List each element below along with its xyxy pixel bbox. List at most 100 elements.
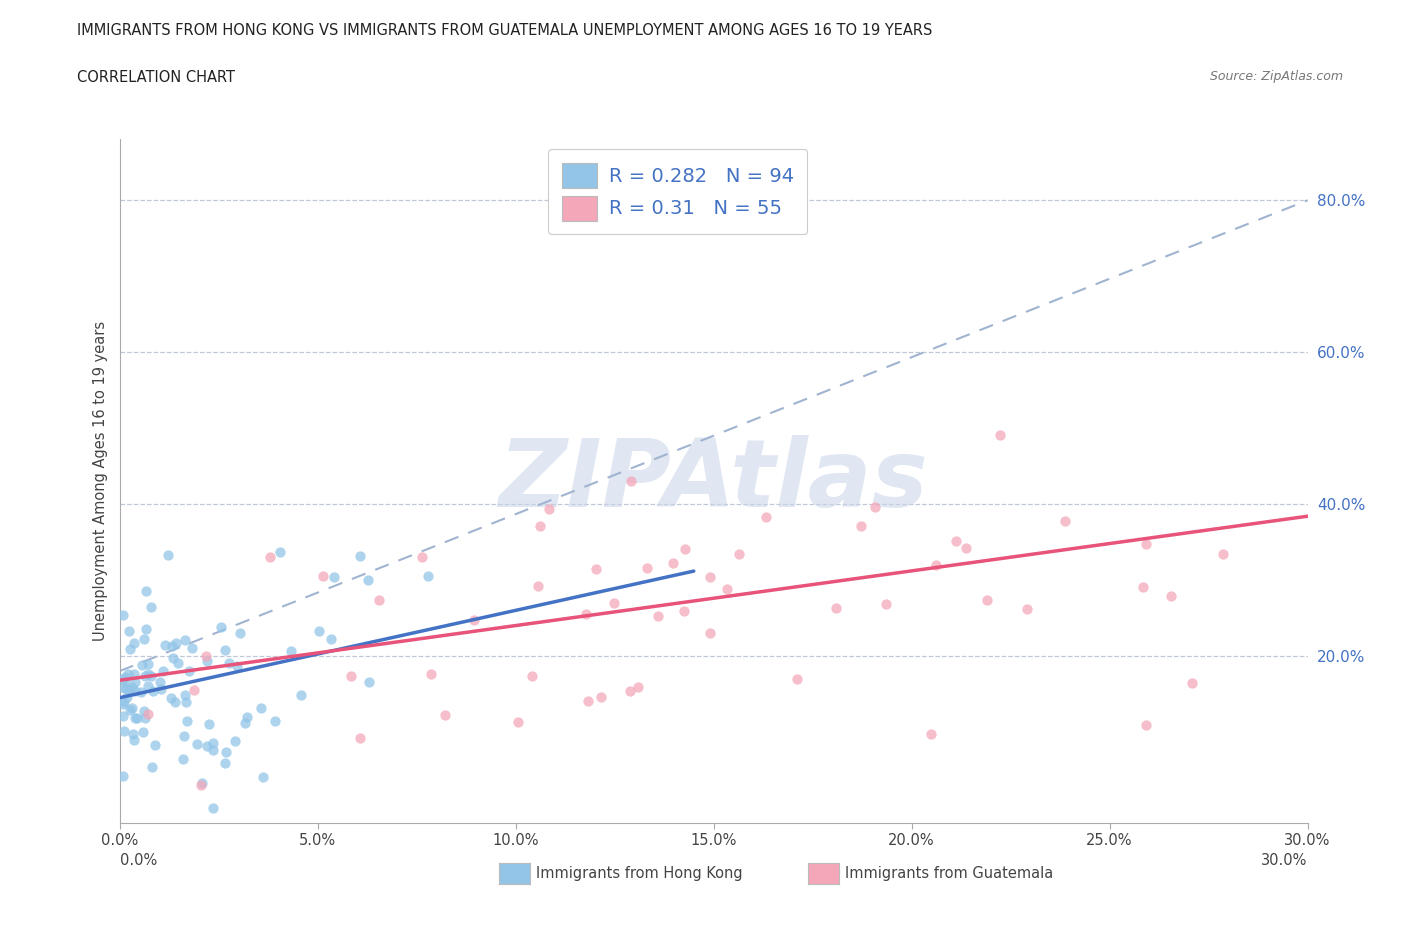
Point <box>420 667 443 682</box>
Point <box>349 549 371 564</box>
Point <box>576 694 599 709</box>
Point <box>195 654 218 669</box>
Point <box>112 768 135 783</box>
Point <box>619 684 641 698</box>
Point <box>120 642 142 657</box>
Point <box>117 667 139 682</box>
Point <box>136 657 159 671</box>
Point <box>945 534 967 549</box>
Point <box>603 595 626 610</box>
Point <box>190 777 212 792</box>
Point <box>851 518 873 533</box>
Point <box>201 742 224 757</box>
Point <box>202 801 225 816</box>
Point <box>136 667 159 682</box>
Point <box>142 684 165 698</box>
Point <box>201 736 224 751</box>
Point <box>174 688 197 703</box>
Point <box>121 727 143 742</box>
Point <box>135 621 157 636</box>
Point <box>117 623 139 638</box>
Point <box>194 648 217 663</box>
Point <box>134 703 156 718</box>
Point <box>1135 718 1157 733</box>
Point <box>226 658 249 673</box>
Point <box>157 548 180 563</box>
Point <box>229 626 252 641</box>
Point <box>139 599 162 614</box>
Point <box>875 596 897 611</box>
Point <box>863 499 886 514</box>
Point <box>575 606 598 621</box>
Point <box>824 600 846 615</box>
Point <box>136 679 159 694</box>
Point <box>124 674 146 689</box>
Point <box>131 658 153 672</box>
Point <box>585 562 607 577</box>
Point <box>264 714 287 729</box>
Point <box>259 550 281 565</box>
Point <box>339 669 361 684</box>
Point <box>115 680 138 695</box>
Point <box>312 568 335 583</box>
Point <box>323 569 346 584</box>
Point <box>177 663 200 678</box>
Point <box>786 671 808 686</box>
Point <box>214 755 236 770</box>
Point <box>121 700 143 715</box>
Point <box>114 670 136 684</box>
Point <box>112 695 135 710</box>
Point <box>233 715 256 730</box>
Point <box>620 473 643 488</box>
Point <box>180 640 202 655</box>
Point <box>716 581 738 596</box>
Point <box>250 700 273 715</box>
Text: Immigrants from Guatemala: Immigrants from Guatemala <box>845 866 1053 881</box>
Point <box>120 702 142 717</box>
Point <box>290 688 312 703</box>
Point <box>920 726 942 741</box>
Point <box>197 716 219 731</box>
Point <box>112 709 135 724</box>
Point <box>433 708 456 723</box>
Point <box>112 696 135 711</box>
Point <box>1132 579 1154 594</box>
Point <box>662 555 685 570</box>
Legend: R = 0.282   N = 94, R = 0.31   N = 55: R = 0.282 N = 94, R = 0.31 N = 55 <box>548 149 807 234</box>
Text: Immigrants from Hong Kong: Immigrants from Hong Kong <box>536 866 742 881</box>
Point <box>149 675 172 690</box>
Point <box>269 545 291 560</box>
Point <box>167 656 190 671</box>
Point <box>165 695 187 710</box>
Point <box>143 737 166 752</box>
Text: 30.0%: 30.0% <box>1261 853 1308 868</box>
Point <box>988 428 1011 443</box>
Point <box>122 635 145 650</box>
Point <box>112 724 135 738</box>
Point <box>195 738 218 753</box>
Point <box>215 744 238 759</box>
Point <box>522 669 544 684</box>
Point <box>1160 589 1182 604</box>
Point <box>1015 602 1038 617</box>
Point <box>122 667 145 682</box>
Point <box>162 651 184 666</box>
Point <box>112 607 135 622</box>
Point <box>357 573 380 588</box>
Point <box>125 711 148 725</box>
Point <box>672 604 695 618</box>
Point <box>149 682 172 697</box>
Point <box>647 609 669 624</box>
Point <box>321 631 343 646</box>
Point <box>176 713 198 728</box>
Point <box>636 561 658 576</box>
Point <box>132 724 155 739</box>
Point <box>118 682 141 697</box>
Point <box>141 668 163 683</box>
Point <box>112 672 135 687</box>
Point <box>173 632 195 647</box>
Point <box>115 689 138 704</box>
Point <box>129 685 152 700</box>
Point <box>589 689 612 704</box>
Point <box>218 656 240 671</box>
